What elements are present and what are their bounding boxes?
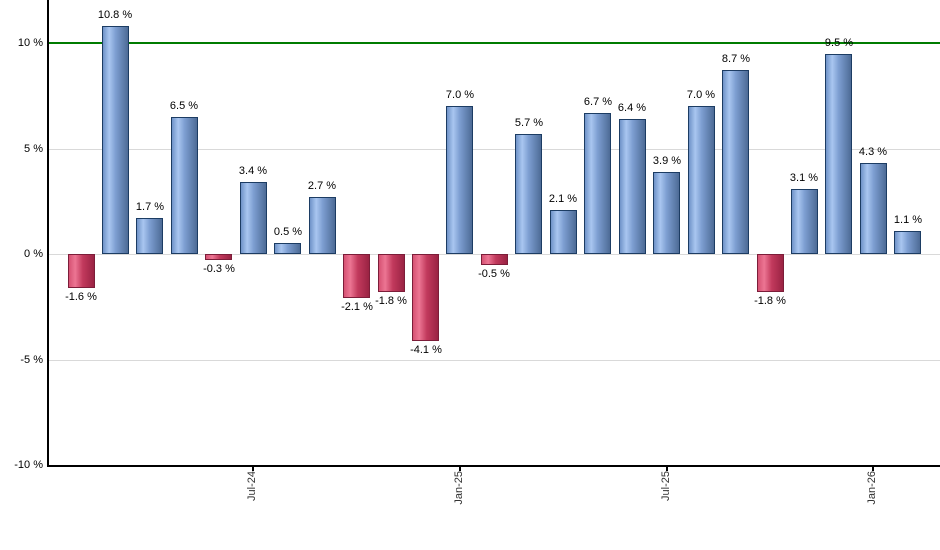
bar-value-label: 4.3 %	[858, 146, 888, 158]
bar	[446, 106, 473, 254]
x-axis-tick	[872, 467, 874, 471]
x-axis-label: Jul-25	[660, 471, 672, 501]
bar-value-label: -0.3 %	[203, 263, 235, 275]
y-axis-label: -10 %	[14, 459, 43, 471]
bar-value-label: 5.7 %	[514, 117, 544, 129]
bar	[205, 254, 232, 260]
bar	[550, 210, 577, 254]
x-axis-label: Jul-24	[246, 471, 258, 501]
bar-value-label: 8.7 %	[721, 53, 751, 65]
y-axis-label: -5 %	[20, 354, 43, 366]
bar-value-label: -1.8 %	[375, 295, 407, 307]
bar	[860, 163, 887, 254]
bar	[481, 254, 508, 265]
bar	[791, 189, 818, 254]
x-axis-label: Jan-25	[453, 471, 465, 505]
bar	[68, 254, 95, 288]
bar-value-label: 6.5 %	[169, 100, 199, 112]
bar-value-label: -4.1 %	[410, 344, 442, 356]
x-axis-tick	[459, 467, 461, 471]
bar-value-label: 6.7 %	[583, 96, 613, 108]
bar-value-label: -1.6 %	[65, 291, 97, 303]
reference-line	[49, 42, 940, 44]
bar	[757, 254, 784, 292]
y-axis-label: 0 %	[24, 248, 43, 260]
bar	[412, 254, 439, 341]
bar-value-label: -0.5 %	[478, 268, 510, 280]
bar-value-label: 9.5 %	[824, 37, 854, 49]
bar	[378, 254, 405, 292]
bar-value-label: -1.8 %	[754, 295, 786, 307]
bar-value-label: 1.1 %	[893, 214, 923, 226]
bar-value-label: 0.5 %	[273, 226, 303, 238]
bar-value-label: 6.4 %	[617, 102, 647, 114]
bar	[688, 106, 715, 254]
bar	[825, 54, 852, 254]
bar	[171, 117, 198, 254]
bar-value-label: 3.1 %	[789, 172, 819, 184]
gridline	[49, 149, 940, 150]
bar	[894, 231, 921, 254]
x-axis-line	[47, 465, 940, 467]
bar-value-label: 7.0 %	[445, 89, 475, 101]
bar	[136, 218, 163, 254]
y-axis-label: 10 %	[17, 37, 43, 49]
bar	[722, 70, 749, 254]
bar	[584, 113, 611, 254]
bar-value-label: 3.9 %	[652, 155, 682, 167]
bar	[102, 26, 129, 254]
bar-value-label: 10.8 %	[97, 9, 133, 21]
bar	[309, 197, 336, 254]
x-axis-tick	[666, 467, 668, 471]
bar	[240, 182, 267, 254]
bar	[343, 254, 370, 298]
bar	[274, 243, 301, 254]
bar	[515, 134, 542, 254]
bar	[653, 172, 680, 254]
bar-value-label: -2.1 %	[341, 301, 373, 313]
x-axis-label: Jan-26	[866, 471, 878, 505]
bar	[619, 119, 646, 254]
bar-value-label: 2.1 %	[548, 193, 578, 205]
bar-value-label: 3.4 %	[238, 165, 268, 177]
gridline	[49, 360, 940, 361]
y-axis-line	[47, 0, 49, 467]
bar-value-label: 2.7 %	[307, 180, 337, 192]
y-axis-label: 5 %	[24, 143, 43, 155]
bar-value-label: 7.0 %	[686, 89, 716, 101]
bar-value-label: 1.7 %	[135, 201, 165, 213]
x-axis-tick	[252, 467, 254, 471]
